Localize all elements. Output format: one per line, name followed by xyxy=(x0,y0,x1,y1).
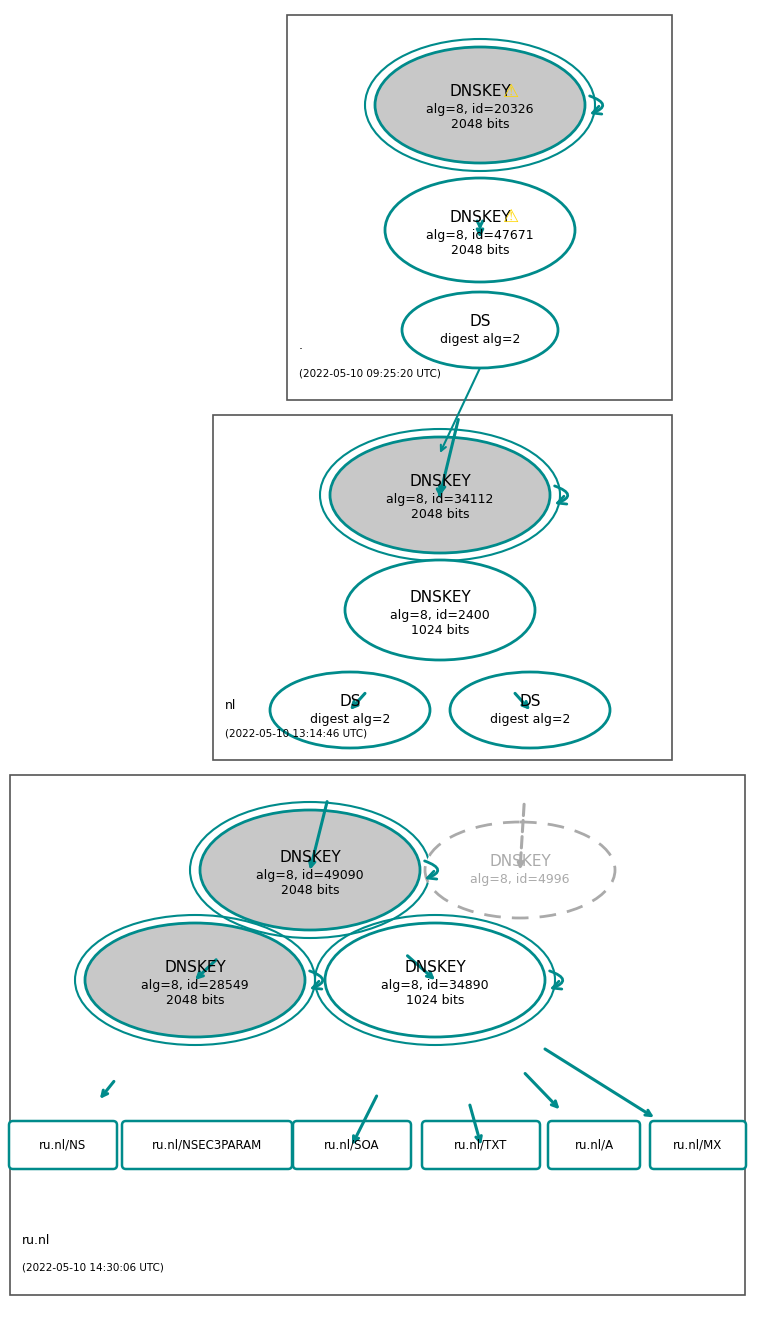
Text: (2022-05-10 09:25:20 UTC): (2022-05-10 09:25:20 UTC) xyxy=(299,368,441,378)
Text: 1024 bits: 1024 bits xyxy=(406,994,464,1007)
Text: DNSKEY: DNSKEY xyxy=(279,849,341,864)
Text: 2048 bits: 2048 bits xyxy=(411,508,469,521)
Text: 2048 bits: 2048 bits xyxy=(450,119,509,131)
Ellipse shape xyxy=(450,672,610,747)
Text: ⚠: ⚠ xyxy=(502,208,518,226)
Text: digest alg=2: digest alg=2 xyxy=(440,333,520,347)
Ellipse shape xyxy=(270,672,430,747)
Ellipse shape xyxy=(85,923,305,1037)
Text: DS: DS xyxy=(469,315,491,329)
Text: digest alg=2: digest alg=2 xyxy=(310,713,390,726)
Ellipse shape xyxy=(385,179,575,282)
Text: alg=8, id=34890: alg=8, id=34890 xyxy=(382,979,489,991)
Text: alg=8, id=4996: alg=8, id=4996 xyxy=(470,873,570,886)
Text: alg=8, id=20326: alg=8, id=20326 xyxy=(426,103,534,116)
Ellipse shape xyxy=(200,810,420,930)
Text: alg=8, id=47671: alg=8, id=47671 xyxy=(426,229,534,242)
Text: ru.nl/A: ru.nl/A xyxy=(575,1139,614,1151)
FancyArrowPatch shape xyxy=(425,861,438,878)
Text: 1024 bits: 1024 bits xyxy=(411,623,469,636)
Text: nl: nl xyxy=(225,699,236,712)
FancyBboxPatch shape xyxy=(422,1121,540,1170)
Text: alg=8, id=34112: alg=8, id=34112 xyxy=(386,493,494,507)
Text: ru.nl/NS: ru.nl/NS xyxy=(39,1139,86,1151)
Text: ru.nl/NSEC3PARAM: ru.nl/NSEC3PARAM xyxy=(152,1139,262,1151)
Text: 2048 bits: 2048 bits xyxy=(281,884,339,897)
Ellipse shape xyxy=(425,822,615,918)
Text: ru.nl/SOA: ru.nl/SOA xyxy=(324,1139,380,1151)
Text: DNSKEY: DNSKEY xyxy=(449,209,511,225)
Text: 2048 bits: 2048 bits xyxy=(166,994,224,1007)
Text: DNSKEY: DNSKEY xyxy=(449,85,511,99)
FancyArrowPatch shape xyxy=(550,971,562,990)
Ellipse shape xyxy=(325,923,545,1037)
Ellipse shape xyxy=(330,437,550,553)
Text: (2022-05-10 13:14:46 UTC): (2022-05-10 13:14:46 UTC) xyxy=(225,728,367,738)
Text: DS: DS xyxy=(339,695,361,709)
Ellipse shape xyxy=(402,292,558,368)
FancyBboxPatch shape xyxy=(650,1121,746,1170)
Bar xyxy=(213,415,672,759)
Text: DNSKEY: DNSKEY xyxy=(489,855,551,869)
Text: alg=8, id=2400: alg=8, id=2400 xyxy=(390,609,490,622)
Text: alg=8, id=49090: alg=8, id=49090 xyxy=(256,868,364,881)
Ellipse shape xyxy=(375,48,585,163)
FancyBboxPatch shape xyxy=(548,1121,640,1170)
Bar xyxy=(287,15,672,400)
Text: ru.nl: ru.nl xyxy=(22,1234,51,1248)
Text: ⚠: ⚠ xyxy=(502,83,518,101)
Text: alg=8, id=28549: alg=8, id=28549 xyxy=(142,979,249,991)
Bar xyxy=(10,775,745,1295)
FancyBboxPatch shape xyxy=(293,1121,411,1170)
Text: DS: DS xyxy=(519,695,540,709)
Text: DNSKEY: DNSKEY xyxy=(404,959,466,975)
Ellipse shape xyxy=(345,560,535,660)
Text: digest alg=2: digest alg=2 xyxy=(490,713,570,726)
Text: (2022-05-10 14:30:06 UTC): (2022-05-10 14:30:06 UTC) xyxy=(22,1263,164,1273)
FancyArrowPatch shape xyxy=(590,95,603,114)
Text: ru.nl/MX: ru.nl/MX xyxy=(674,1139,723,1151)
FancyArrowPatch shape xyxy=(310,971,322,990)
FancyBboxPatch shape xyxy=(9,1121,117,1170)
Text: DNSKEY: DNSKEY xyxy=(164,959,226,975)
Text: DNSKEY: DNSKEY xyxy=(409,590,471,605)
Text: DNSKEY: DNSKEY xyxy=(409,475,471,490)
Text: .: . xyxy=(299,339,303,352)
FancyBboxPatch shape xyxy=(122,1121,292,1170)
Text: ru.nl/TXT: ru.nl/TXT xyxy=(454,1139,508,1151)
Text: 2048 bits: 2048 bits xyxy=(450,243,509,257)
FancyArrowPatch shape xyxy=(555,486,568,504)
